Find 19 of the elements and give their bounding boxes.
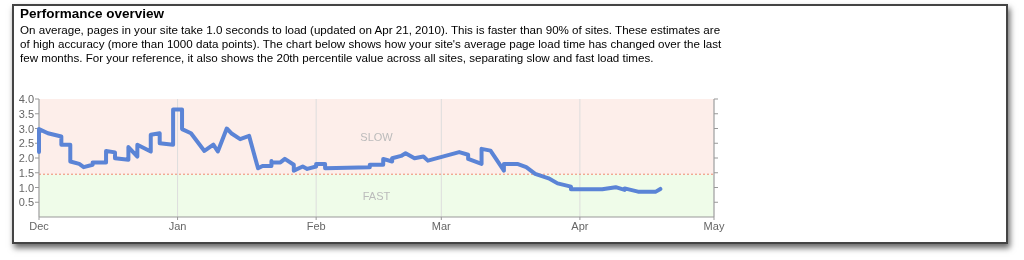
y-tick-label: 1.0 bbox=[18, 181, 34, 194]
y-tick-label: 2.5 bbox=[18, 137, 34, 150]
line-series bbox=[37, 107, 663, 194]
y-tick-label: 1.5 bbox=[18, 166, 34, 179]
y-tick-label: 4.0 bbox=[18, 93, 34, 105]
x-tick-label: Feb bbox=[306, 220, 326, 232]
y-tick-label: 0.5 bbox=[18, 196, 34, 209]
x-tick-label: May bbox=[703, 220, 725, 232]
y-tick-label: 3.0 bbox=[18, 122, 34, 135]
x-tick-label: Dec bbox=[29, 220, 50, 232]
chart-title: Performance overview bbox=[20, 6, 165, 21]
y-tick-label: 3.5 bbox=[18, 107, 34, 120]
x-tick-label: Jan bbox=[168, 220, 187, 232]
x-tick-label: Mar bbox=[431, 220, 452, 232]
y-tick-label: 2.0 bbox=[18, 152, 34, 164]
chart-subtitle: On average, pages in your site take 1.0 seconds to load (updated on Apr 21, 2010). This is faster than 90% of sites. These estimates are of high accuracy (more than 1000 data points). The chart below shows how your site's average page load time has changed over the last few months. For your reference, it also shows the 20th percentile value across all sites, separating slow and fast load times. bbox=[20, 23, 723, 65]
x-tick-label: Apr bbox=[571, 220, 589, 232]
band-label: SLOW bbox=[360, 130, 394, 143]
band-label: FAST bbox=[362, 189, 391, 202]
